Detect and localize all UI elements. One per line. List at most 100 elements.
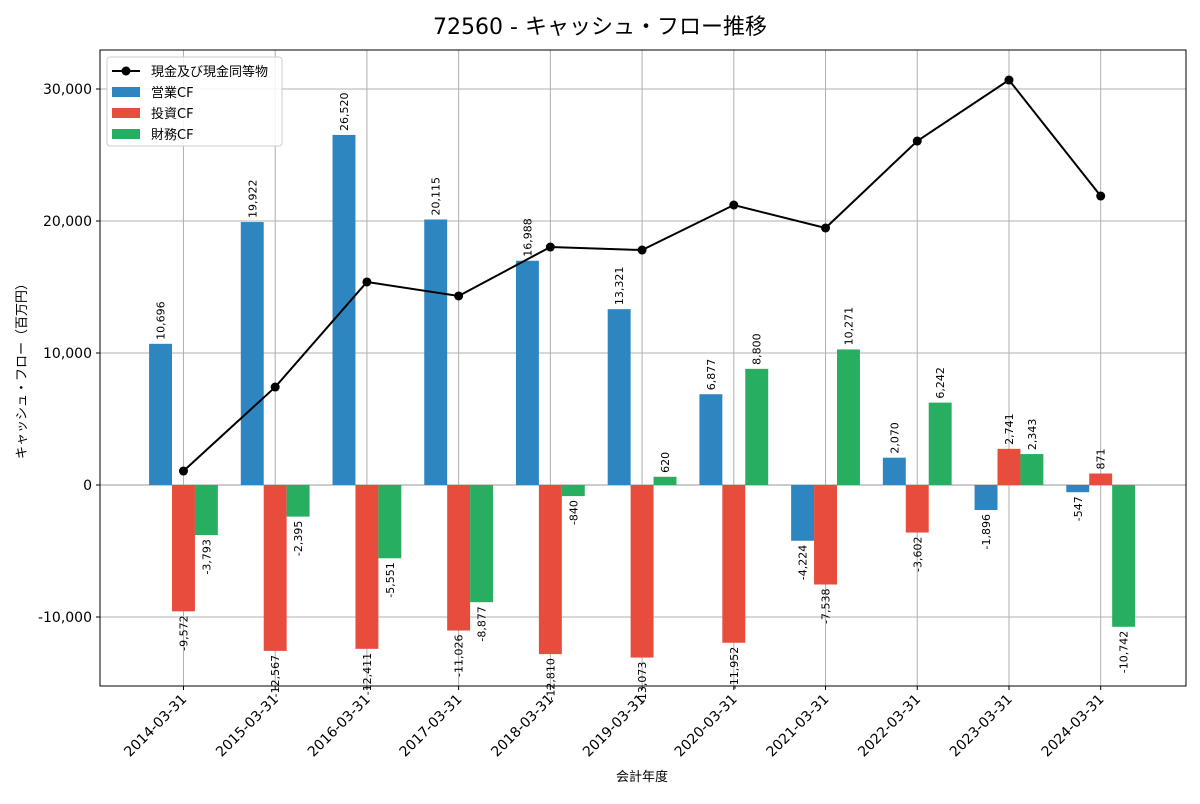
bar-investing <box>997 448 1021 486</box>
bar-value-label: 2,343 <box>1026 419 1039 451</box>
bar-value-label: -4,224 <box>797 545 810 580</box>
bar-investing <box>538 485 562 655</box>
bar-financing <box>836 349 860 486</box>
bar-investing <box>1089 473 1113 486</box>
bar-value-label: -2,395 <box>292 521 305 556</box>
plot-frame <box>99 49 1187 687</box>
bar-value-label: 620 <box>659 452 672 473</box>
bar-value-label: 871 <box>1095 449 1108 470</box>
bar-operating <box>699 394 723 486</box>
x-axis-label: 会計年度 <box>616 769 668 785</box>
cash-line-point <box>270 382 280 392</box>
x-tick-label: 2015-03-31 <box>213 692 282 761</box>
x-tick-label: 2024-03-31 <box>1039 692 1108 761</box>
bar-value-label: -5,551 <box>384 562 397 597</box>
bar-value-label: -10,742 <box>1118 631 1131 673</box>
bar-value-label: 6,877 <box>705 359 718 391</box>
data-labels: 10,696 19,922 26,520 20,115 16,988 13,321 6,87… <box>155 92 1131 704</box>
cash-line-point <box>1096 191 1106 201</box>
x-tick-label: 2016-03-31 <box>305 692 374 761</box>
y-tick-label: 10,000 <box>43 346 92 362</box>
bar-investing <box>722 485 746 643</box>
x-tick-label: 2018-03-31 <box>488 692 557 761</box>
y-tick-label: 30,000 <box>43 82 92 98</box>
bar-value-label: 19,922 <box>246 180 259 219</box>
legend-marker <box>121 66 131 76</box>
bar-value-label: -12,567 <box>269 655 282 697</box>
bar-value-label: 2,741 <box>1003 413 1016 445</box>
bar-investing <box>905 485 929 533</box>
bar-value-label: 10,271 <box>842 307 855 346</box>
bar-operating <box>974 485 998 511</box>
bar-investing <box>630 485 654 658</box>
bar-financing <box>1020 454 1044 486</box>
bar-financing <box>194 485 218 536</box>
bar-financing <box>1112 485 1136 627</box>
y-tick-label: -10,000 <box>38 610 92 626</box>
bar-investing <box>814 485 837 585</box>
bar-value-label: -1,896 <box>980 514 993 549</box>
bar-financing <box>653 476 677 486</box>
bar-financing <box>378 485 402 559</box>
legend-box <box>106 56 283 147</box>
cash-line-point <box>362 277 372 287</box>
legend-label: 投資CF <box>151 106 194 122</box>
bar-value-label: -13,073 <box>636 662 649 704</box>
legend-label: 営業CF <box>151 85 194 101</box>
cash-line-point <box>912 136 922 146</box>
bar-value-label: -8,877 <box>476 606 489 641</box>
bar-operating <box>607 309 631 486</box>
bar-operating <box>149 343 173 486</box>
bar-operating <box>240 222 264 486</box>
cash-line-point <box>454 291 464 301</box>
legend-swatch <box>112 108 140 118</box>
legend-swatch <box>112 129 140 139</box>
cash-line <box>178 75 1106 476</box>
bar-investing <box>172 485 195 612</box>
bar-operating <box>424 219 448 486</box>
bar-financing <box>561 485 585 497</box>
bar-value-label: -11,952 <box>728 647 741 689</box>
bar-value-label: -12,411 <box>361 653 374 695</box>
bar-operating <box>332 134 356 486</box>
y-tick-label: 0 <box>83 478 92 494</box>
cash-line-point <box>545 242 555 252</box>
legend-label: 財務CF <box>151 128 194 143</box>
bar-financing <box>928 402 952 486</box>
cash-line-point <box>1004 75 1014 85</box>
bar-value-label: 6,242 <box>934 367 947 399</box>
x-tick-label: 2017-03-31 <box>397 692 466 761</box>
x-tick-label: 2014-03-31 <box>121 692 190 761</box>
bar-value-label: 2,070 <box>888 422 901 454</box>
bar-value-label: 10,696 <box>155 301 168 340</box>
bars <box>149 134 1136 658</box>
bar-value-label: 13,321 <box>613 267 626 306</box>
bar-value-label: -3,602 <box>911 537 924 572</box>
bar-operating <box>1066 485 1090 493</box>
x-tick-label: 2020-03-31 <box>672 692 741 761</box>
bar-value-label: 20,115 <box>430 177 443 216</box>
bar-investing <box>263 485 287 651</box>
bar-value-label: -12,810 <box>544 658 557 700</box>
x-tick-label: 2023-03-31 <box>947 692 1016 761</box>
bar-financing <box>286 485 310 517</box>
bar-value-label: -9,572 <box>177 615 190 650</box>
bar-value-label: 26,520 <box>338 92 351 131</box>
bar-operating <box>791 485 815 541</box>
y-tick-label: 20,000 <box>43 214 92 230</box>
bar-value-label: -7,538 <box>820 589 833 624</box>
bar-value-label: 16,988 <box>521 218 534 257</box>
cash-line-point <box>821 223 831 233</box>
bar-financing <box>745 368 769 486</box>
legend-swatch <box>112 87 140 97</box>
bar-value-label: -11,026 <box>453 635 466 677</box>
bar-value-label: -547 <box>1072 496 1085 521</box>
legend-label: 現金及び現金同等物 <box>151 64 268 80</box>
bar-investing <box>447 485 471 631</box>
bar-value-label: -840 <box>567 500 580 525</box>
cash-line-point <box>729 200 739 210</box>
bar-financing <box>470 485 494 603</box>
x-tick-label: 2019-03-31 <box>580 692 649 761</box>
